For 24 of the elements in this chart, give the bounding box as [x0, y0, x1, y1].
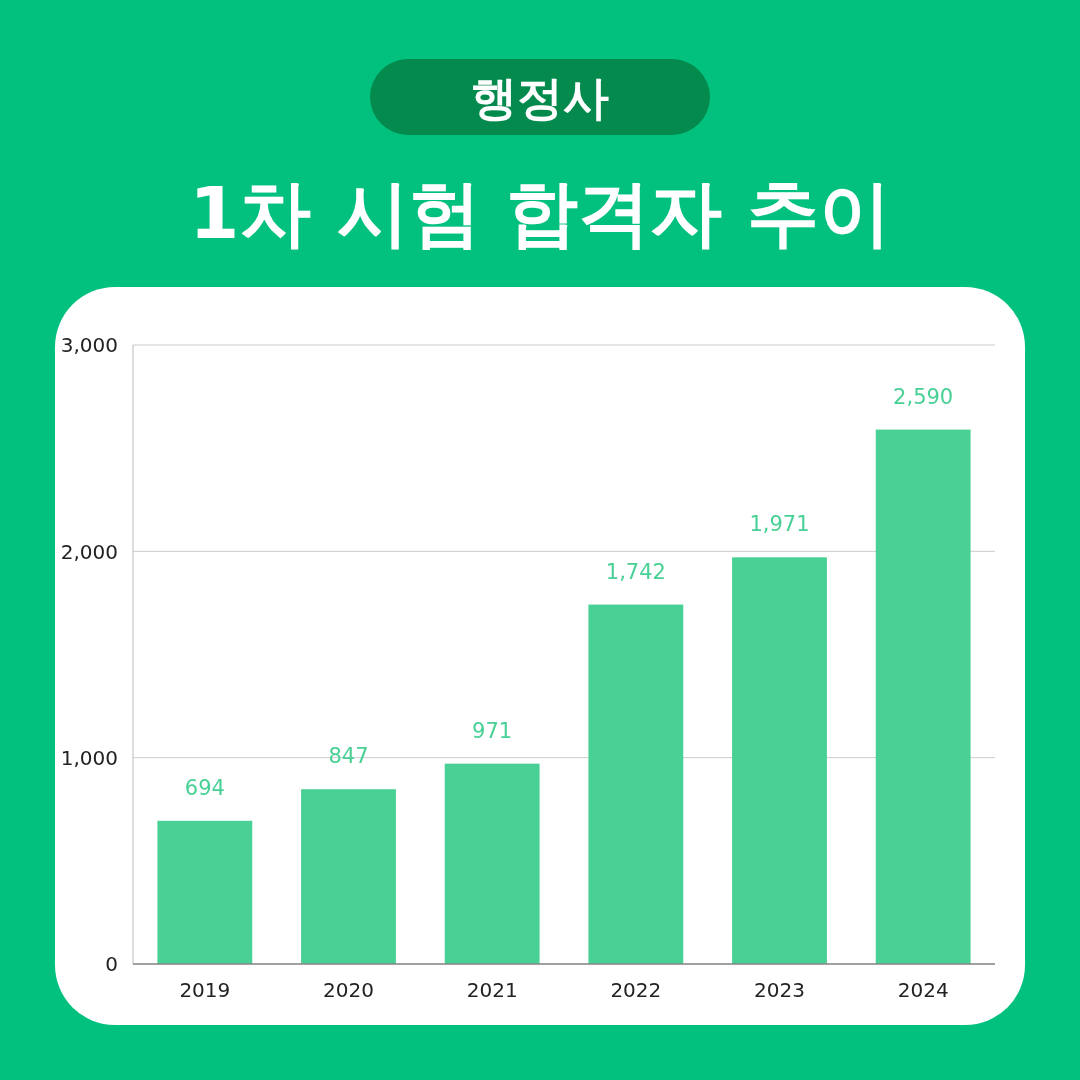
x-tick-label: 2019 [179, 978, 231, 1003]
bar [588, 604, 684, 964]
bar [732, 557, 827, 964]
bar [301, 789, 396, 964]
chart-title: 1차 시험 합격자 추이 [189, 170, 891, 255]
data-label: 1,742 [605, 559, 666, 584]
bar [157, 820, 253, 964]
bar [875, 429, 971, 964]
data-label: 847 [328, 744, 369, 769]
x-tick-label: 2024 [897, 978, 949, 1003]
bar [444, 763, 540, 964]
data-label: 2,590 [893, 384, 954, 409]
y-tick-label: 3,000 [60, 333, 118, 358]
x-tick-label: 2021 [466, 978, 518, 1003]
chart-subtitle: 행정사 [471, 70, 609, 125]
data-label: 694 [184, 775, 225, 800]
data-label: 1,971 [749, 512, 810, 537]
data-label: 971 [472, 718, 513, 743]
x-tick-label: 2023 [754, 978, 805, 1003]
y-tick-label: 0 [105, 952, 118, 977]
x-tick-label: 2022 [610, 978, 662, 1003]
x-tick-label: 2020 [323, 978, 374, 1003]
y-tick-label: 2,000 [60, 539, 118, 564]
y-tick-label: 1,000 [60, 745, 118, 770]
